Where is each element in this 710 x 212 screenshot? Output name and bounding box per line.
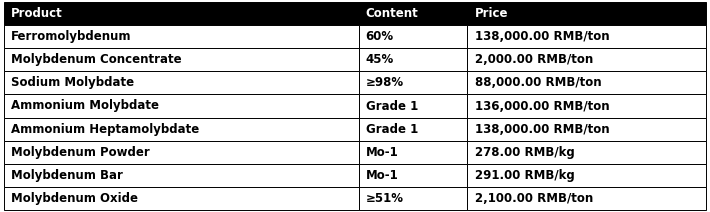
Bar — [467, 95, 706, 117]
Bar — [4, 164, 359, 187]
Bar — [4, 25, 359, 48]
Bar — [4, 2, 359, 25]
Text: Molybdenum Concentrate: Molybdenum Concentrate — [11, 53, 181, 66]
Bar — [4, 117, 359, 141]
Text: Content: Content — [366, 7, 418, 20]
Text: Mo-1: Mo-1 — [366, 146, 398, 159]
Text: 45%: 45% — [366, 53, 394, 66]
Text: Molybdenum Powder: Molybdenum Powder — [11, 146, 149, 159]
Text: Price: Price — [474, 7, 508, 20]
Bar — [4, 95, 359, 117]
Text: 278.00 RMB/kg: 278.00 RMB/kg — [474, 146, 574, 159]
Bar — [359, 187, 467, 210]
Text: ≥51%: ≥51% — [366, 192, 403, 205]
Text: Ammonium Heptamolybdate: Ammonium Heptamolybdate — [11, 123, 199, 136]
Bar — [4, 71, 359, 95]
Text: 291.00 RMB/kg: 291.00 RMB/kg — [474, 169, 574, 182]
Text: 136,000.00 RMB/ton: 136,000.00 RMB/ton — [474, 99, 609, 113]
Text: Ammonium Molybdate: Ammonium Molybdate — [11, 99, 158, 113]
Bar — [467, 48, 706, 71]
Text: Ferromolybdenum: Ferromolybdenum — [11, 30, 131, 43]
Bar — [359, 71, 467, 95]
Text: 2,100.00 RMB/ton: 2,100.00 RMB/ton — [474, 192, 593, 205]
Bar — [467, 164, 706, 187]
Bar — [467, 2, 706, 25]
Bar — [467, 187, 706, 210]
Text: 60%: 60% — [366, 30, 394, 43]
Text: 138,000.00 RMB/ton: 138,000.00 RMB/ton — [474, 30, 609, 43]
Bar — [359, 141, 467, 164]
Bar — [467, 25, 706, 48]
Text: Molybdenum Bar: Molybdenum Bar — [11, 169, 123, 182]
Text: ≥98%: ≥98% — [366, 76, 404, 89]
Bar — [467, 141, 706, 164]
Bar — [467, 71, 706, 95]
Text: Grade 1: Grade 1 — [366, 99, 418, 113]
Bar — [4, 187, 359, 210]
Bar — [359, 117, 467, 141]
Bar — [4, 48, 359, 71]
Text: Mo-1: Mo-1 — [366, 169, 398, 182]
Bar — [467, 117, 706, 141]
Text: 2,000.00 RMB/ton: 2,000.00 RMB/ton — [474, 53, 593, 66]
Text: Molybdenum Oxide: Molybdenum Oxide — [11, 192, 138, 205]
Bar — [359, 25, 467, 48]
Bar — [359, 48, 467, 71]
Text: 88,000.00 RMB/ton: 88,000.00 RMB/ton — [474, 76, 601, 89]
Text: Grade 1: Grade 1 — [366, 123, 418, 136]
Bar — [359, 2, 467, 25]
Text: 138,000.00 RMB/ton: 138,000.00 RMB/ton — [474, 123, 609, 136]
Text: Product: Product — [11, 7, 62, 20]
Bar — [359, 95, 467, 117]
Bar — [4, 141, 359, 164]
Bar — [359, 164, 467, 187]
Text: Sodium Molybdate: Sodium Molybdate — [11, 76, 133, 89]
